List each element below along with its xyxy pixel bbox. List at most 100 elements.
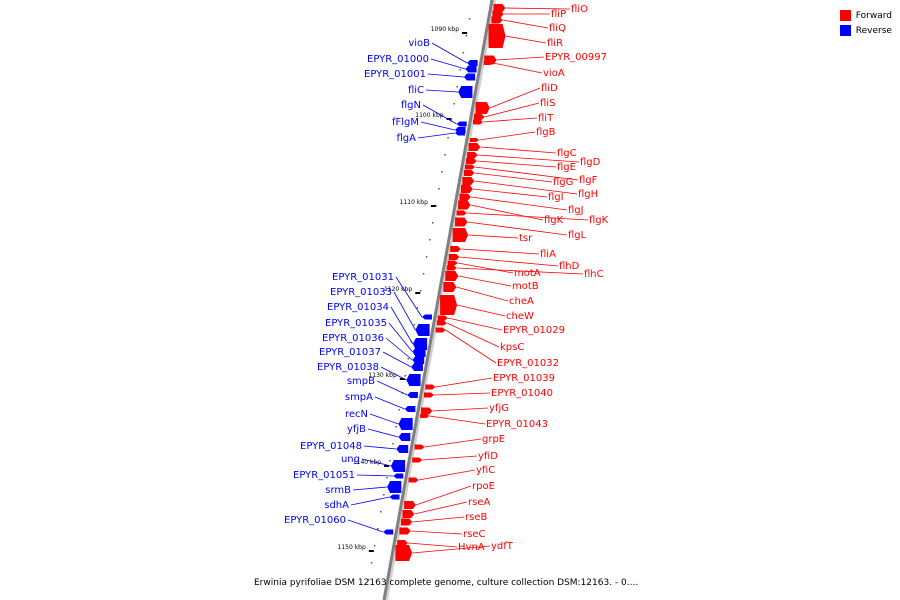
forward-gene-label: fliO [571,4,588,15]
reverse-gene-leader [363,445,397,450]
forward-gene-arrow [445,271,459,281]
forward-gene-arrow [452,228,469,242]
reverse-gene-label: EPYR_01033 [330,287,392,298]
reverse-gene-leader [427,73,464,78]
track-dot [413,324,416,326]
forward-gene-leader [433,392,491,396]
kbp-tick-label: 1110 kbp [400,199,428,206]
forward-gene-arrow [401,518,413,526]
kbp-tick-label: 1090 kbp [431,26,459,33]
forward-gene-label: fliD [541,83,558,94]
forward-gene-arrow [473,119,484,125]
forward-gene-label: HvnA [458,542,485,553]
reverse-gene-label: sdhA [324,500,349,511]
forward-gene-label: fliR [547,38,563,49]
forward-gene-arrow [447,260,458,266]
forward-gene-leader [424,438,482,448]
forward-gene-leader [447,317,503,331]
reverse-gene-label: EPYR_01038 [317,362,379,373]
forward-gene-leader [414,501,468,515]
forward-gene-arrow [440,295,458,315]
reverse-gene-leader [356,474,394,477]
reverse-gene-label: yfjB [347,424,366,435]
reverse-gene-leader [376,380,408,396]
forward-gene-arrow [469,138,480,142]
reverse-gene-label: vioB [408,38,430,49]
track-dot [373,545,376,547]
forward-gene-leader [412,545,491,554]
reverse-gene-leader [374,396,405,410]
track-dot [416,307,419,309]
forward-gene-arrow [460,185,473,193]
reverse-gene-label: smpA [345,392,373,403]
forward-gene-leader [483,117,538,123]
forward-gene-label: rseC [463,529,485,540]
reverse-gene-arrow [467,60,478,66]
legend-reverse-label: Reverse [855,25,892,36]
forward-gene-label: flhC [584,269,604,280]
track-dot [367,579,370,581]
reverse-gene-leader [352,486,388,491]
reverse-gene-arrow [458,86,473,98]
reverse-gene-leader [417,132,456,139]
forward-gene-arrow [408,477,419,483]
reverse-gene-leader [422,104,457,125]
reverse-swatch [839,25,851,36]
forward-gene-arrow [468,143,481,151]
track-dot [380,511,382,513]
reverse-gene-label: EPYR_01048 [300,441,362,452]
forward-gene-leader [432,407,489,412]
reverse-gene-label: EPYR_01000 [367,54,429,65]
track-dot [370,562,373,564]
forward-gene-label: EPYR_01029 [503,325,565,336]
reverse-gene-leader [380,366,407,381]
forward-gene-leader [505,7,571,10]
track-dot [407,358,410,360]
forward-gene-leader [472,188,548,198]
reverse-gene-label: fFlgM [392,117,419,128]
forward-gene-label: vioA [543,68,565,79]
track-dot [422,273,425,275]
reverse-gene-label: EPYR_01034 [327,302,389,313]
kbp-tick-label: 1100 kbp [415,112,443,119]
forward-gene-label: fliQ [549,23,566,34]
forward-gene-label: fliS [540,98,555,109]
track-dot [432,222,434,224]
reverse-gene-arrow [389,494,400,500]
forward-gene-leader [458,275,512,287]
forward-gene-label: EPYR_00997 [545,52,607,63]
track-dot [447,137,449,139]
track-dot [404,375,406,377]
forward-gene-arrow [425,384,436,390]
reverse-gene-leader [395,276,423,318]
forward-gene-label: motA [514,268,541,279]
forward-gene-arrow [488,24,506,48]
forward-gene-label: EPYR_01043 [486,419,548,430]
legend-forward-label: Forward [855,10,892,21]
reverse-gene-leader [430,58,466,70]
forward-gene-arrow [436,320,447,326]
reverse-gene-arrow [421,314,432,320]
forward-gene-arrow [446,265,457,271]
forward-gene-arrow [456,210,467,216]
reverse-gene-arrow [393,473,404,479]
reverse-gene-label: recN [345,409,368,420]
track-dot [456,86,459,88]
reverse-gene-leader [385,337,413,361]
track-dot [441,171,443,173]
reverse-gene-label: EPYR_01001 [364,69,426,80]
reverse-gene-arrow [398,418,413,430]
forward-gene-leader [459,256,559,267]
reverse-gene-arrow [387,481,402,493]
reverse-gene-leader [425,89,459,93]
reverse-gene-arrow [455,130,466,136]
forward-gene-label: flgL [568,230,587,241]
forward-gene-leader [480,146,557,154]
forward-gene-arrow [421,407,433,415]
forward-gene-label: tsr [519,233,533,244]
reverse-gene-arrow [456,121,467,127]
forward-gene-leader [470,196,568,211]
reverse-gene-label: EPYR_01060 [284,515,346,526]
reverse-gene-label: smpB [347,376,375,387]
